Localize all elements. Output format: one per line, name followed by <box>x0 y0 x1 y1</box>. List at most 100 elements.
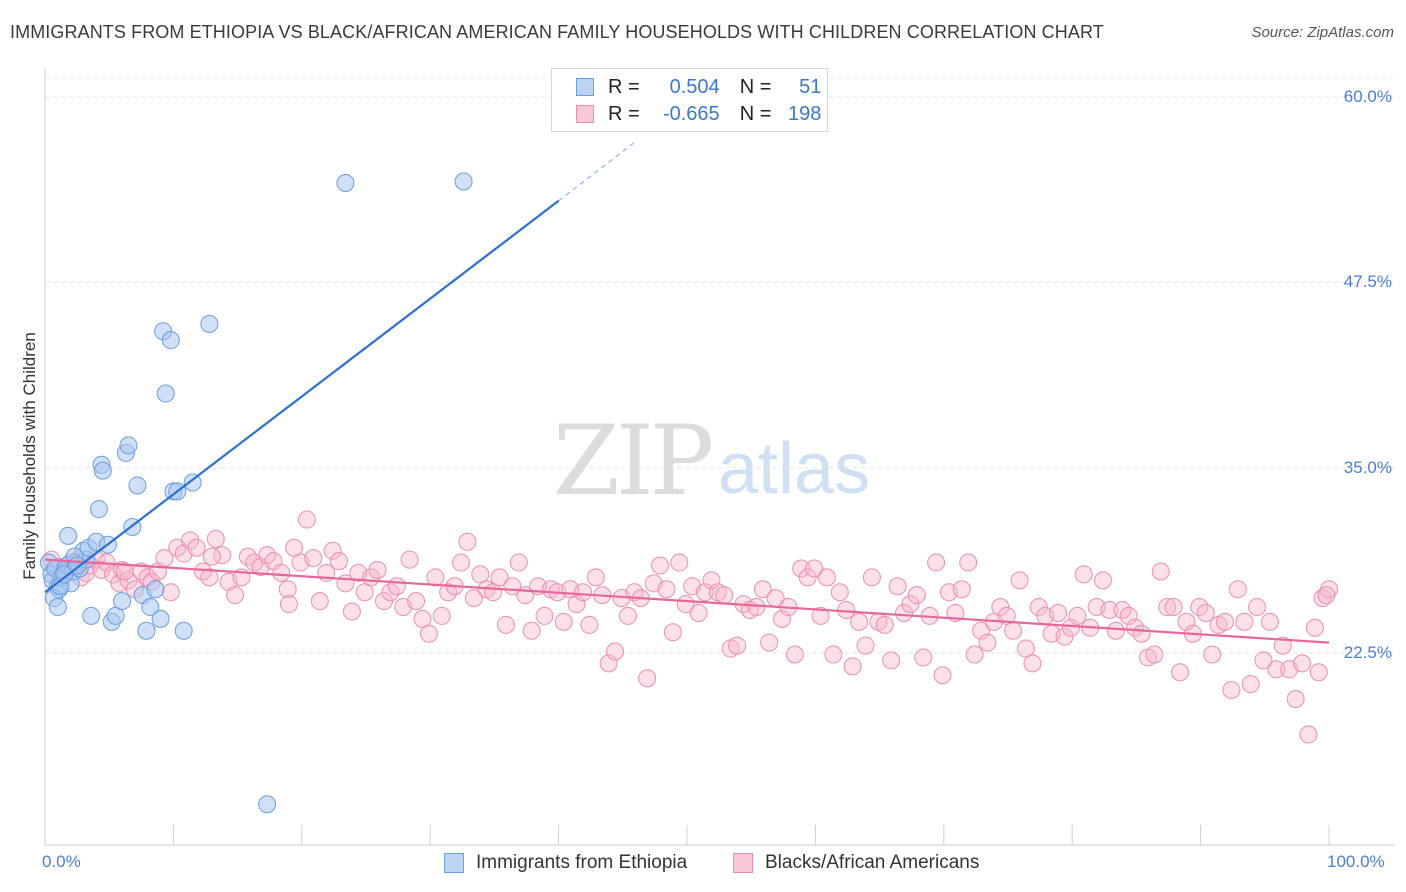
data-point-black <box>330 552 349 571</box>
legend-row-ethiopia: R = 0.504 N = 51 <box>576 75 821 99</box>
data-point-black <box>496 615 515 634</box>
data-point-ethiopia <box>59 526 78 545</box>
data-point-ethiopia <box>89 500 108 519</box>
data-point-black <box>901 595 920 614</box>
legend-r-value: -0.665 <box>662 102 720 125</box>
data-point-black <box>374 592 393 611</box>
y-tick-label: 22.5% <box>1343 643 1392 662</box>
data-point-black <box>1254 651 1273 670</box>
x-tick-max: 100.0% <box>1327 852 1385 871</box>
data-point-black <box>181 531 200 550</box>
data-point-black <box>1203 645 1222 664</box>
trend-line-black <box>44 558 1330 644</box>
legend-swatch-pink <box>576 105 594 123</box>
data-point-black <box>695 583 714 602</box>
data-point-black <box>509 553 528 572</box>
data-point-black <box>464 589 483 608</box>
data-point-ethiopia <box>137 621 156 640</box>
bottom-legend-black: Blacks/African Americans <box>733 852 979 874</box>
data-point-black <box>285 538 304 557</box>
data-point-black <box>187 538 206 557</box>
bottom-legend-swatch-pink <box>733 853 753 873</box>
data-point-black <box>104 565 123 584</box>
data-point-ethiopia <box>48 598 67 617</box>
data-point-ethiopia <box>141 598 160 617</box>
data-point-black <box>297 510 316 529</box>
y-axis-label: Family Households with Children <box>20 332 39 580</box>
data-point-ethiopia <box>156 384 175 403</box>
data-point-black <box>1171 663 1190 682</box>
series-immigrants-from-ethiopia <box>39 172 473 814</box>
data-point-ethiopia <box>82 606 101 625</box>
data-point-ethiopia <box>454 172 473 191</box>
data-point-ethiopia <box>174 621 193 640</box>
data-point-black <box>875 615 894 634</box>
data-point-black <box>426 568 445 587</box>
data-point-ethiopia <box>106 606 125 625</box>
data-point-black <box>1317 586 1336 605</box>
data-point-black <box>279 595 298 614</box>
legend-n-value: 51 <box>799 75 822 98</box>
data-point-black <box>272 563 291 582</box>
data-point-black <box>471 565 490 584</box>
bottom-legend-ethiopia: Immigrants from Ethiopia <box>444 852 687 874</box>
legend-r-value: 0.504 <box>669 75 720 98</box>
data-point-black <box>978 633 997 652</box>
data-point-black <box>843 657 862 676</box>
data-point-black <box>1094 571 1113 590</box>
data-point-black <box>830 583 849 602</box>
data-point-black <box>1299 725 1318 744</box>
data-point-black <box>811 606 830 625</box>
data-point-black <box>458 532 477 551</box>
data-point-black <box>1248 598 1267 617</box>
data-point-black <box>1023 654 1042 673</box>
data-point-black <box>452 553 471 572</box>
data-point-black <box>824 645 843 664</box>
legend-n-label: N = <box>739 75 772 98</box>
data-point-black <box>342 602 361 621</box>
data-point-black <box>1010 571 1029 590</box>
data-point-black <box>805 559 824 578</box>
data-point-black <box>1151 562 1170 581</box>
legend-row-black: R = -0.665 N = 198 <box>576 102 821 126</box>
bottom-legend-label-black: Blacks/African Americans <box>765 852 980 873</box>
data-point-black <box>728 636 747 655</box>
data-point-black <box>894 603 913 622</box>
data-point-black <box>522 621 541 640</box>
data-point-black <box>368 560 387 579</box>
data-point-black <box>1074 565 1093 584</box>
data-point-black <box>323 541 342 560</box>
data-point-black <box>355 583 374 602</box>
data-point-black <box>991 598 1010 617</box>
data-point-ethiopia <box>336 173 355 192</box>
data-point-black <box>432 606 451 625</box>
data-point-black <box>850 612 869 631</box>
data-point-black <box>1228 580 1247 599</box>
legend-r-label: R = <box>608 75 640 98</box>
data-point-black <box>161 583 180 602</box>
data-point-black <box>657 580 676 599</box>
data-point-black <box>407 592 426 611</box>
data-point-black <box>586 568 605 587</box>
data-point-black <box>413 609 432 628</box>
data-point-ethiopia <box>183 473 202 492</box>
legend-n-label: N = <box>739 102 772 125</box>
data-point-black <box>1215 612 1234 631</box>
legend-r-label: R = <box>608 102 640 125</box>
data-point-ethiopia <box>258 795 277 814</box>
data-point-black <box>651 556 670 575</box>
data-point-black <box>1177 612 1196 631</box>
data-point-black <box>997 606 1016 625</box>
data-point-black <box>959 553 978 572</box>
data-point-black <box>663 623 682 642</box>
data-point-black <box>1158 598 1177 617</box>
data-point-black <box>1293 654 1312 673</box>
data-point-black <box>1068 606 1087 625</box>
data-point-black <box>419 624 438 643</box>
data-point-black <box>599 654 618 673</box>
data-point-black <box>1196 603 1215 622</box>
data-point-black <box>773 609 792 628</box>
data-point-black <box>952 580 971 599</box>
correlation-legend: R = 0.504 N = 51 R = -0.665 N = 198 <box>551 68 828 132</box>
